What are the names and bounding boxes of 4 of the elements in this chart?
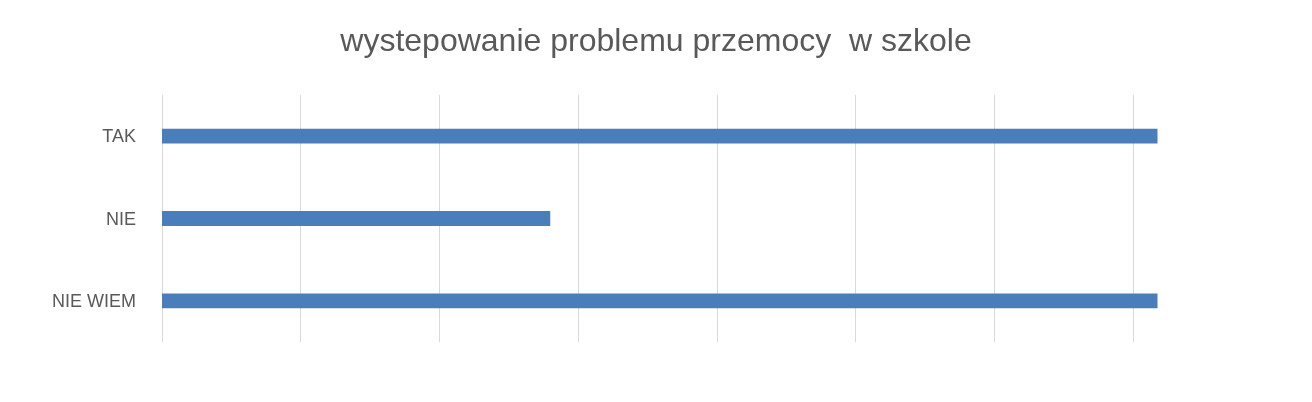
y-tick-label: NIE WIEM — [52, 291, 136, 312]
y-tick-label: NIE — [105, 208, 136, 229]
y-tick-label: TAK — [102, 126, 136, 147]
chart-title: wystepowanie problemu przemocy w szkole — [339, 22, 972, 59]
